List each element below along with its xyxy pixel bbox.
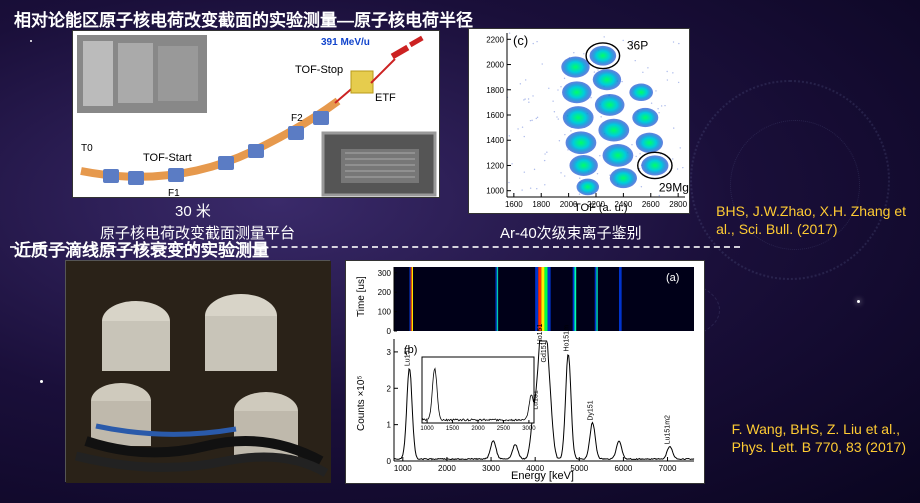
svg-text:200: 200 [378,288,392,297]
svg-text:2200: 2200 [587,200,605,209]
bg-star [30,40,32,42]
detector-photo [65,260,330,482]
svg-text:3: 3 [387,348,392,357]
svg-text:Lu151m2: Lu151m2 [665,415,672,444]
svg-text:5000: 5000 [570,464,588,473]
label-etf: ETF [375,92,396,104]
panel-b-ylabel: Counts ×10⁵ [356,375,367,431]
svg-text:3000: 3000 [482,464,500,473]
decay-spectrum-chart: (a) Time [us] 0100200300 (b) Counts ×10⁵… [345,260,705,484]
svg-text:2400: 2400 [614,200,632,209]
panel-a-label: (a) [666,272,679,284]
bg-star [40,380,43,383]
svg-text:1600: 1600 [486,111,504,120]
svg-text:1000: 1000 [420,426,434,432]
svg-text:Ho151: Ho151 [537,324,544,345]
svg-text:1600: 1600 [505,200,523,209]
svg-text:0: 0 [387,327,392,336]
svg-text:300: 300 [378,269,392,278]
svg-text:2000: 2000 [560,200,578,209]
svg-text:1400: 1400 [486,136,504,145]
svg-text:2: 2 [387,384,392,393]
svg-text:0: 0 [387,457,392,466]
distance-arrow [100,196,300,198]
title-mid: 近质子滴线原子核衰变的实验测量 [14,236,269,261]
panel-a-ylabel: Time [us] [356,276,367,317]
svg-text:2000: 2000 [471,426,485,432]
bg-decor [690,80,890,280]
svg-text:3000: 3000 [522,426,536,432]
svg-text:Gd151: Gd151 [541,341,548,362]
svg-text:1200: 1200 [486,161,504,170]
label-t0: T0 [81,143,93,154]
svg-text:1800: 1800 [532,200,550,209]
svg-text:Dy151: Dy151 [588,400,595,420]
beamline-schematic: T0 F1 F2 TOF-Start TOF-Stop ETF 391 MeV/… [72,30,440,198]
svg-text:29Mg: 29Mg [659,180,689,194]
svg-text:1000: 1000 [394,464,412,473]
citation-2-line2: Phys. Lett. B 770, 83 (2017) [732,438,906,456]
pid-scatter-chart: 36P29Mg (c) TOF (a. u.) 1600180020002200… [468,28,690,214]
label-tof-stop: TOF-Stop [295,64,343,76]
caption-pid: Ar-40次级束离子鉴别 [500,222,642,243]
svg-text:36P: 36P [627,39,648,53]
svg-text:2000: 2000 [486,61,504,70]
citation-1-line2: al., Sci. Bull. (2017) [716,220,906,238]
svg-text:1500: 1500 [446,426,460,432]
tof-stop-det [351,71,373,93]
svg-text:Lu151: Lu151 [404,347,411,367]
label-energy: 391 MeV/u [321,37,370,48]
label-tof-start: TOF-Start [143,152,192,164]
svg-text:1000: 1000 [486,187,504,196]
panel-c-label: (c) [513,33,528,48]
citation-2: F. Wang, BHS, Z. Liu et al., Phys. Lett.… [732,420,906,456]
citation-2-line1: F. Wang, BHS, Z. Liu et al., [732,420,906,438]
bg-star [857,300,860,303]
inset-box [422,357,534,423]
svg-text:1: 1 [387,421,392,430]
citation-1-line1: BHS, J.W.Zhao, X.H. Zhang et [716,202,906,220]
citation-1: BHS, J.W.Zhao, X.H. Zhang et al., Sci. B… [716,202,906,238]
svg-text:Ho151m: Ho151m [563,325,570,352]
svg-text:100: 100 [378,308,392,317]
svg-text:2000: 2000 [438,464,456,473]
distance-label: 30 米 [175,200,211,221]
label-f2: F2 [291,113,303,124]
svg-text:6000: 6000 [615,464,633,473]
svg-text:7000: 7000 [659,464,677,473]
svg-text:2600: 2600 [642,200,660,209]
svg-text:2800: 2800 [669,200,687,209]
svg-text:2200: 2200 [486,35,504,44]
title-top: 相对论能区原子核电荷改变截面的实验测量—原子核电荷半径 [14,6,473,31]
svg-text:4000: 4000 [526,464,544,473]
svg-text:2500: 2500 [497,426,511,432]
svg-text:1800: 1800 [486,86,504,95]
